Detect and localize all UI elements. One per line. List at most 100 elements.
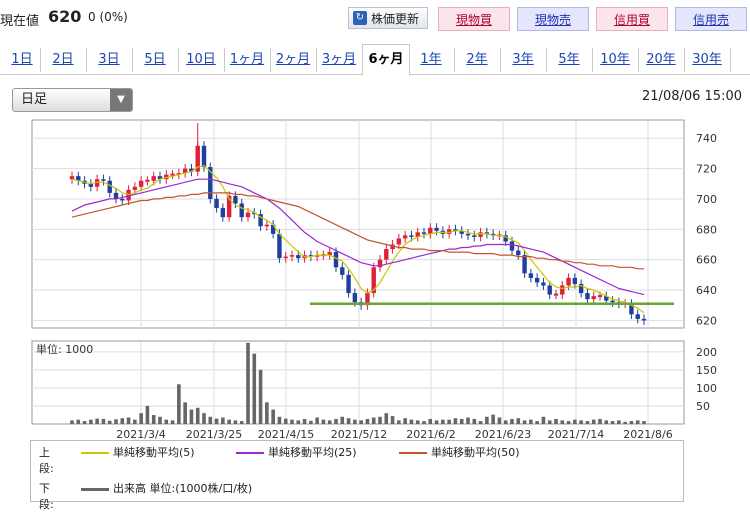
cash-buy-button[interactable]: 現物買 — [438, 7, 510, 31]
x-tick-label: 2021/6/2 — [406, 428, 455, 440]
volume-bar — [371, 417, 376, 424]
candle-body — [94, 179, 100, 187]
volume-bar — [573, 419, 577, 424]
candle-body — [151, 176, 156, 181]
legend-ma50: 単純移動平均(50) — [399, 445, 520, 461]
candle-body — [465, 233, 471, 236]
volume-bar — [617, 420, 621, 424]
volume-bar — [126, 417, 131, 424]
tab-6[interactable]: 2ヶ月 — [270, 48, 317, 72]
cash-sell-button[interactable]: 現物売 — [517, 7, 589, 31]
tab-15[interactable]: 30年 — [684, 48, 731, 72]
price-y-tick-label: 740 — [696, 132, 717, 145]
candle-period-select[interactable]: 日足 ▼ — [12, 88, 133, 112]
margin-sell-button[interactable]: 信用売 — [675, 7, 747, 31]
tab-1[interactable]: 2日 — [40, 48, 87, 72]
candle-body — [384, 249, 389, 260]
volume-bar — [315, 417, 319, 424]
tab-9[interactable]: 1年 — [408, 48, 455, 72]
volume-bar — [535, 421, 539, 424]
volume-bar — [485, 416, 489, 424]
tab-14[interactable]: 20年 — [638, 48, 685, 72]
volume-bar — [434, 420, 439, 424]
volume-bar — [591, 419, 596, 424]
candle-body — [553, 293, 559, 296]
tab-12[interactable]: 5年 — [546, 48, 593, 72]
legend-lower-label: 下段: — [39, 482, 54, 511]
tab-0[interactable]: 1日 — [4, 48, 41, 72]
volume-bar — [353, 419, 357, 424]
volume-bar — [497, 417, 502, 424]
x-tick-label: 2021/4/15 — [258, 428, 314, 440]
candle-body — [201, 145, 207, 168]
candle-body — [226, 195, 232, 218]
volume-bar — [346, 418, 351, 424]
margin-buy-button[interactable]: 信用買 — [596, 7, 668, 31]
volume-bar — [265, 402, 269, 424]
volume-bar — [610, 421, 615, 424]
volume-bar — [384, 413, 389, 424]
volume-bar — [202, 413, 206, 424]
volume-bar — [598, 418, 602, 424]
candle-body — [333, 252, 339, 268]
timestamp: 21/08/06 15:00 — [642, 89, 742, 104]
top-bar: 現在値 620 0 (0%) ↻ 株価更新 現物買 現物売 信用買 信用売 — [0, 0, 750, 38]
candle-body — [371, 267, 376, 294]
period-tabs: 1日 2日 3日 5日 10日 1ヶ月 2ヶ月 3ヶ月 6ヶ月 1年 2年 3年 5年 10年 20年 30年 — [0, 44, 750, 76]
volume-bar — [227, 419, 231, 424]
price-change: 0 (0%) — [88, 10, 128, 24]
candle-body — [289, 255, 295, 257]
volume-bar — [164, 419, 169, 424]
legend-ma50-label: 単純移動平均(50) — [431, 446, 520, 459]
candle-body — [610, 300, 615, 303]
tab-11[interactable]: 3年 — [500, 48, 547, 72]
candle-body — [164, 174, 169, 180]
volume-bar — [296, 420, 301, 424]
x-tick-label: 2021/3/25 — [186, 428, 242, 440]
volume-bar — [560, 420, 565, 424]
volume-bar — [258, 369, 263, 424]
volume-bar — [283, 418, 288, 424]
volume-bar — [95, 418, 99, 424]
legend-ma50-swatch — [399, 452, 427, 454]
candle-body — [578, 283, 584, 294]
volume-bar — [604, 420, 609, 424]
candle-body — [296, 255, 301, 259]
tab-8[interactable]: 6ヶ月 — [362, 44, 410, 76]
candle-body — [308, 255, 314, 257]
candle-body — [126, 189, 131, 201]
stock-chart: 620 640 660 680 700 720 740 50 100 150 200 単位: 1000… — [31, 119, 717, 440]
candle-body — [69, 176, 75, 180]
tab-4[interactable]: 10日 — [178, 48, 225, 72]
volume-bar — [510, 418, 514, 424]
tab-13[interactable]: 10年 — [592, 48, 639, 72]
volume-bar — [302, 418, 307, 424]
volume-bar — [397, 420, 401, 424]
candle-body — [157, 176, 163, 180]
tab-2[interactable]: 3日 — [86, 48, 133, 72]
volume-bar — [233, 420, 238, 424]
candle-body — [101, 179, 106, 181]
price-y-tick-label: 720 — [696, 163, 717, 176]
refresh-icon: ↻ — [353, 11, 367, 25]
volume-bar — [120, 418, 125, 424]
tab-3[interactable]: 5日 — [132, 48, 179, 72]
candle-body — [478, 232, 483, 237]
tab-10[interactable]: 2年 — [454, 48, 501, 72]
candle-body — [120, 198, 125, 201]
volume-bar — [158, 416, 162, 424]
legend-ma5-label: 単純移動平均(5) — [113, 446, 195, 459]
volume-bar — [547, 420, 552, 424]
candle-body — [560, 285, 565, 295]
candle-body — [270, 224, 276, 234]
candle-body — [214, 198, 219, 209]
legend-ma25-swatch — [236, 452, 264, 454]
candle-body — [113, 192, 119, 199]
volume-bar — [195, 407, 200, 424]
volume-bar — [290, 419, 294, 424]
volume-bar — [447, 419, 451, 424]
volume-bar — [189, 409, 194, 424]
update-price-button[interactable]: ↻ 株価更新 — [348, 7, 428, 29]
volume-bar — [145, 405, 150, 424]
tab-5[interactable]: 1ヶ月 — [224, 48, 271, 72]
